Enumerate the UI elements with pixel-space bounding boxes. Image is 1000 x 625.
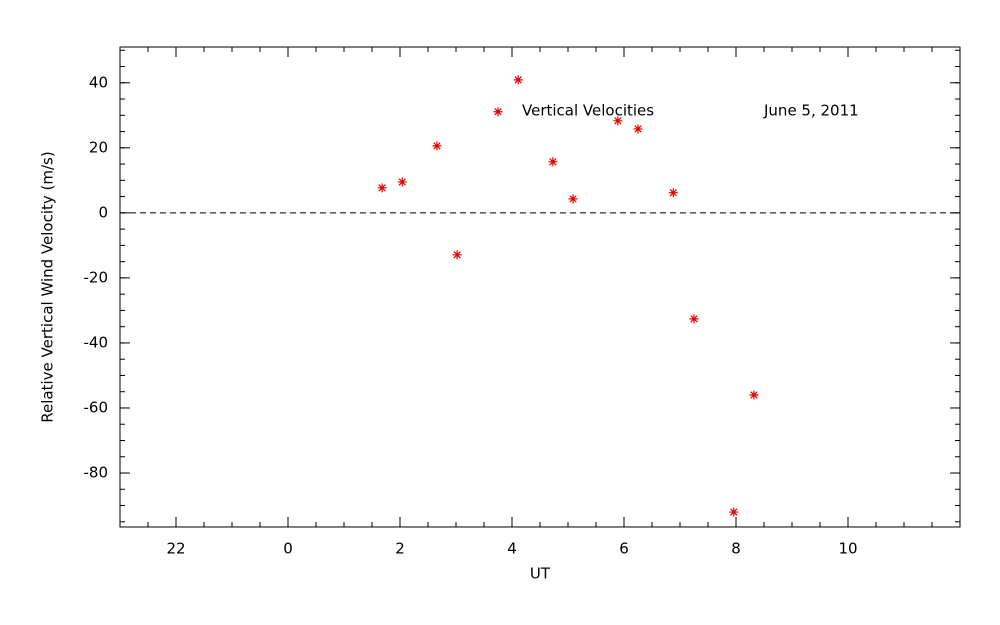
- data-point: [493, 107, 503, 117]
- x-tick-label: 8: [731, 540, 741, 558]
- x-axis-label: UT: [530, 565, 551, 583]
- y-tick-label: -60: [84, 398, 109, 416]
- y-tick-label: -40: [84, 333, 109, 351]
- x-tick-label: 2: [395, 540, 405, 558]
- y-tick-label: -20: [84, 268, 109, 286]
- x-tick-label: 10: [838, 540, 857, 558]
- y-tick-label: -80: [84, 464, 109, 482]
- data-point: [452, 250, 462, 260]
- data-point: [513, 75, 523, 85]
- data-point: [432, 141, 442, 151]
- annotation: June 5, 2011: [763, 102, 859, 120]
- data-point: [568, 194, 578, 204]
- data-point: [689, 314, 699, 324]
- data-point: [633, 124, 643, 134]
- y-tick-label: 40: [89, 73, 108, 91]
- x-tick-label: 0: [283, 540, 293, 558]
- y-axis-label: Relative Vertical Wind Velocity (m/s): [39, 151, 57, 422]
- data-point: [613, 116, 623, 126]
- x-tick-label: 6: [619, 540, 629, 558]
- data-point: [668, 188, 678, 198]
- data-point: [749, 390, 759, 400]
- y-tick-label: 20: [89, 138, 108, 156]
- data-point: [397, 177, 407, 187]
- data-point: [548, 157, 558, 167]
- data-point: [729, 507, 739, 517]
- annotation: Vertical Velocities: [522, 102, 654, 120]
- y-tick-label: 0: [98, 203, 108, 221]
- x-tick-label: 4: [507, 540, 517, 558]
- data-point: [377, 183, 387, 193]
- x-tick-label: 22: [166, 540, 185, 558]
